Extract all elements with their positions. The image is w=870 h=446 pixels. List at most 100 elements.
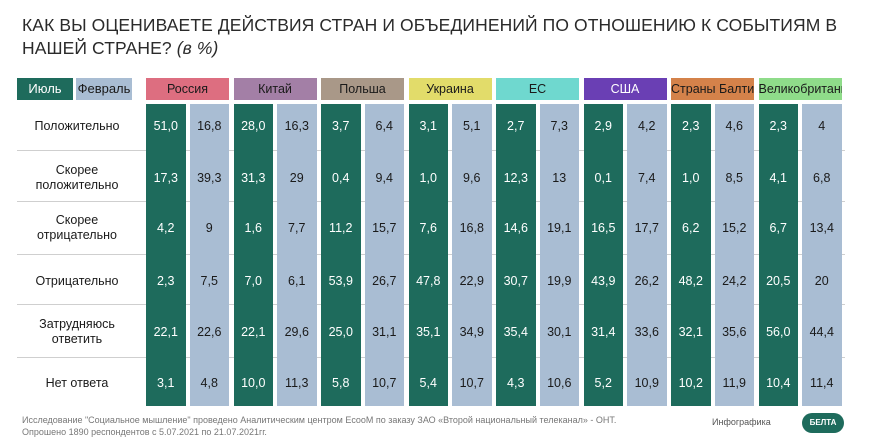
july-value: 11,2: [329, 221, 353, 235]
footer-line-2: Опрошено 1890 респондентов с 5.07.2021 п…: [22, 427, 267, 437]
july-value: 2,9: [594, 119, 612, 133]
footer-infographic: Инфографика: [712, 417, 771, 427]
february-value: 22,9: [459, 274, 484, 288]
country-header: Украина: [408, 78, 492, 100]
row-label: Скорее положительно: [35, 163, 119, 192]
february-value: 7,5: [200, 274, 218, 288]
february-value: 15,7: [372, 221, 397, 235]
february-value: 20: [814, 274, 829, 288]
july-value: 5,2: [594, 376, 612, 390]
july-value: 0,1: [594, 171, 612, 185]
february-value: 16,3: [284, 119, 309, 133]
july-value: 7,6: [419, 221, 437, 235]
july-column: [321, 104, 361, 406]
july-column: [146, 104, 186, 406]
february-value: 4,2: [638, 119, 656, 133]
footer-source: Исследование "Социальное мышление" прове…: [22, 414, 616, 438]
july-column: [496, 104, 536, 406]
february-column: [452, 104, 492, 406]
country-header: США: [583, 78, 667, 100]
february-value: 11,4: [810, 376, 834, 390]
country-header: Страны Балтии: [671, 78, 754, 100]
february-value: 26,7: [372, 274, 397, 288]
july-value: 47,8: [416, 274, 441, 288]
july-value: 3,7: [332, 119, 350, 133]
february-value: 17,7: [634, 221, 659, 235]
february-value: 35,6: [722, 325, 747, 339]
title-main: КАК ВЫ ОЦЕНИВАЕТЕ ДЕЙСТВИЯ СТРАН И ОБЪЕД…: [22, 15, 838, 58]
july-value: 5,8: [332, 376, 350, 390]
february-value: 19,9: [547, 274, 572, 288]
july-value: 56,0: [766, 325, 791, 339]
july-value: 1,6: [244, 221, 262, 235]
july-value: 2,7: [507, 119, 525, 133]
february-value: 24,2: [722, 274, 747, 288]
country-header: Польша: [321, 78, 404, 100]
july-value: 35,4: [503, 325, 528, 339]
july-value: 31,3: [241, 171, 266, 185]
july-value: 10,2: [678, 376, 703, 390]
july-column: [758, 104, 798, 406]
july-value: 1,0: [419, 171, 437, 185]
february-value: 10,7: [459, 376, 484, 390]
july-value: 3,1: [157, 376, 175, 390]
february-value: 16,8: [197, 119, 222, 133]
row-label: Отрицательно: [35, 273, 119, 288]
february-column: [714, 104, 754, 406]
july-value: 16,5: [591, 221, 616, 235]
chart-title: КАК ВЫ ОЦЕНИВАЕТЕ ДЕЙСТВИЯ СТРАН И ОБЪЕД…: [22, 14, 842, 60]
country-header: Россия: [146, 78, 229, 100]
february-value: 10,9: [634, 376, 659, 390]
july-value: 4,2: [157, 221, 175, 235]
february-value: 6,8: [813, 171, 831, 185]
row-label: Затрудняюсь ответить: [39, 317, 115, 346]
july-value: 17,3: [153, 171, 178, 185]
legend-february: Февраль: [76, 78, 132, 100]
july-value: 20,5: [766, 274, 791, 288]
february-value: 7,3: [550, 119, 568, 133]
february-value: 39,3: [197, 171, 222, 185]
july-value: 7,0: [244, 274, 262, 288]
february-column: [802, 104, 842, 406]
july-value: 2,3: [157, 274, 175, 288]
july-value: 25,0: [328, 325, 353, 339]
country-header: Китай: [233, 78, 317, 100]
february-column: [189, 104, 229, 406]
july-value: 30,7: [503, 274, 528, 288]
july-value: 6,2: [682, 221, 700, 235]
belta-logo: БЕЛТА: [802, 413, 844, 433]
july-value: 5,4: [419, 376, 437, 390]
february-value: 11,9: [722, 376, 746, 390]
row-label: Нет ответа: [45, 375, 109, 390]
february-value: 30,1: [547, 325, 572, 339]
july-value: 35,1: [416, 325, 441, 339]
february-value: 13,4: [809, 221, 834, 235]
february-value: 10,7: [372, 376, 397, 390]
row-label: Положительно: [34, 118, 120, 133]
country-header: ЕС: [496, 78, 579, 100]
february-value: 16,8: [459, 221, 484, 235]
february-value: 31,1: [372, 325, 397, 339]
july-column: [671, 104, 711, 406]
july-value: 2,3: [682, 119, 700, 133]
july-value: 53,9: [328, 274, 353, 288]
july-column: [408, 104, 448, 406]
february-column: [627, 104, 667, 406]
july-value: 48,2: [678, 274, 703, 288]
february-value: 26,2: [634, 274, 659, 288]
february-value: 9: [205, 221, 213, 235]
july-value: 4,3: [507, 376, 525, 390]
july-value: 6,7: [769, 221, 787, 235]
february-value: 7,7: [288, 221, 306, 235]
february-value: 6,1: [288, 274, 306, 288]
february-value: 13: [552, 171, 567, 185]
february-value: 4,8: [200, 376, 218, 390]
february-value: 10,6: [547, 376, 572, 390]
july-value: 4,1: [769, 171, 787, 185]
february-value: 29: [289, 171, 304, 185]
legend-july: Июль: [17, 78, 73, 100]
july-value: 10,4: [766, 376, 791, 390]
july-value: 31,4: [591, 325, 616, 339]
february-column: [539, 104, 579, 406]
july-value: 32,1: [678, 325, 703, 339]
